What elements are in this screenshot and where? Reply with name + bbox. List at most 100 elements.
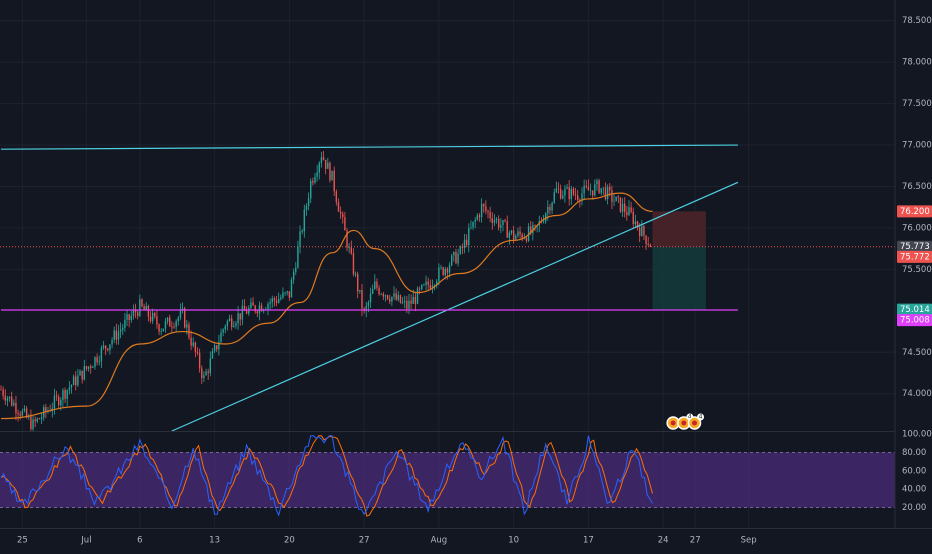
time-axis-tick-label: 6 [137,536,142,546]
candle-body [617,196,620,198]
candle-body [126,314,128,320]
candle-body [327,162,329,169]
candle-body [198,352,201,369]
candle-body [431,285,434,289]
candle-body [555,188,558,193]
price-axis-tick-label: 75.500 [902,265,932,275]
candle-body [36,418,39,422]
candle-body [275,300,278,303]
candle-body [408,300,410,309]
candle-body [485,206,487,212]
candle-body [151,313,154,322]
candle-body [109,344,111,351]
candle-body [211,351,214,359]
price-label-tag [897,240,932,253]
candle-body [638,227,641,237]
candle-body [478,215,481,218]
candle-body [324,159,327,169]
candle-body [28,416,30,418]
candle-body [361,290,363,309]
candle-body [634,221,637,225]
candle-body [619,197,622,212]
time-axis-tick-label: 10 [508,536,519,546]
candle-body [147,306,150,317]
candle-body [352,253,355,275]
candle-body [132,310,135,316]
candle-body [134,310,137,313]
price-label-tag [897,250,932,263]
candle-body [448,265,451,273]
candle-body [119,329,122,332]
candle-body [241,305,244,320]
candle-body [380,293,382,295]
candle-body [292,271,295,280]
marker-badge-text: 4 [699,414,703,421]
candle-body [53,395,56,409]
candle-body [557,188,560,190]
price-axis-tick-label: 74.000 [902,389,932,399]
candle-body [128,314,130,320]
candle-body [104,345,107,349]
candle-body [124,319,126,328]
candle-body [154,313,156,317]
candle-body [177,317,179,322]
candle-body [13,402,15,406]
candle-body [515,235,517,240]
stoch-k-line [0,435,653,517]
candle-body [566,187,568,189]
candle-body [342,213,344,218]
candle-body [489,212,491,219]
time-axis-tick-label: Aug [431,536,448,546]
price-label-tag [897,205,932,218]
candle-body [585,185,587,187]
price-label-tag [897,314,932,327]
price-axis-tick-label: 74.500 [902,348,932,358]
marker-badge-text: 4 [688,414,692,421]
candle-body [183,308,186,328]
candle-body [442,267,444,275]
candle-body [271,298,273,303]
oscillator-axis-tick-label: 40.00 [902,485,926,495]
candle-body [314,176,316,183]
candle-body [427,281,429,285]
candle-body [470,227,472,229]
candle-body [649,244,652,248]
candle-body [587,186,590,191]
candle-body [611,190,613,202]
candle-body [643,226,645,236]
candle-body [269,302,271,304]
candle-body [297,246,299,268]
candle-body [397,295,399,300]
candle-body [497,218,500,228]
candle-body [102,345,105,348]
candle-body [606,187,609,200]
price-label-text: 75.773 [900,242,930,252]
candle-body [404,300,406,302]
stop-loss-zone [652,211,706,247]
candle-body [175,321,177,327]
candle-body [282,292,284,298]
candle-body [288,291,291,298]
candle-body [79,370,81,376]
candle-body [98,361,100,363]
candle-body [399,295,402,303]
candle-body [38,418,41,420]
candle-body [254,305,256,312]
candle-body [393,293,395,297]
candle-body [508,232,511,238]
candle-body [525,237,528,241]
candle-body [549,207,551,211]
trendline-upper-channel [0,144,738,150]
candle-body [559,189,562,199]
price-label-text: 76.200 [900,207,930,217]
candle-body [609,187,611,191]
candle-body [303,209,306,232]
candle-body [421,284,423,290]
candle-body [209,358,212,374]
candle-body [224,326,226,330]
candle-body [158,324,160,332]
candle-body [230,318,233,327]
candle-body [8,396,11,399]
